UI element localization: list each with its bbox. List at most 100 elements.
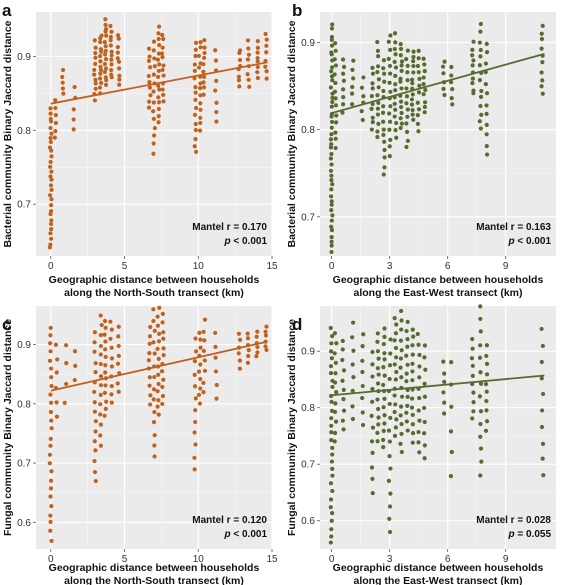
data-point — [214, 119, 219, 124]
data-point — [329, 187, 334, 192]
data-point — [539, 36, 545, 42]
data-point — [98, 71, 103, 76]
data-point — [411, 58, 416, 64]
data-point — [387, 401, 392, 407]
data-point — [441, 71, 446, 76]
data-point — [422, 381, 427, 386]
data-point — [477, 40, 482, 45]
data-point — [109, 29, 114, 34]
data-point — [340, 338, 345, 344]
data-point — [388, 351, 393, 356]
data-point — [71, 107, 76, 112]
data-point — [330, 78, 335, 83]
data-point — [255, 55, 260, 61]
data-point — [109, 72, 114, 77]
data-point — [405, 403, 410, 408]
p-symbol: p — [223, 529, 230, 540]
data-point — [375, 331, 380, 336]
data-point — [330, 445, 335, 450]
data-point — [388, 33, 393, 38]
data-point — [416, 48, 421, 53]
data-point — [375, 129, 380, 134]
data-point — [404, 410, 409, 415]
data-point — [48, 164, 53, 169]
data-point — [387, 376, 392, 382]
data-point — [380, 110, 386, 115]
data-point — [147, 334, 153, 339]
data-point — [214, 109, 219, 115]
data-point — [333, 80, 338, 86]
data-point — [192, 467, 197, 472]
data-point — [97, 76, 103, 81]
data-point — [375, 439, 380, 444]
data-point — [264, 50, 269, 55]
data-point — [160, 32, 165, 38]
data-point — [350, 416, 356, 422]
data-point — [333, 48, 338, 53]
data-point — [329, 527, 334, 532]
data-point — [388, 137, 393, 142]
data-point — [329, 218, 334, 223]
data-point — [202, 74, 207, 79]
data-point — [198, 93, 203, 98]
data-point — [405, 336, 410, 342]
data-point — [329, 416, 334, 421]
data-point — [47, 193, 53, 198]
data-point — [483, 428, 489, 433]
mantel-r-label: Mantel r = 0.120 — [192, 515, 267, 526]
data-point — [92, 400, 97, 405]
data-point — [449, 73, 454, 78]
data-point — [330, 99, 335, 105]
data-point — [264, 347, 269, 353]
data-point — [350, 67, 355, 72]
data-point — [392, 338, 397, 343]
data-point — [392, 101, 397, 106]
data-point — [48, 203, 54, 208]
data-point — [156, 120, 161, 125]
data-point — [329, 227, 335, 233]
x-axis-title-line-1: Geographic distance between households — [333, 562, 544, 574]
data-point — [329, 199, 334, 204]
data-point — [213, 344, 218, 349]
p-value-label: p < 0.001 — [223, 529, 267, 540]
data-point — [375, 106, 381, 111]
data-point — [329, 177, 334, 183]
data-point — [72, 84, 77, 90]
data-point — [161, 99, 166, 104]
data-point — [97, 85, 103, 90]
data-point — [48, 111, 53, 116]
data-point — [48, 183, 54, 188]
data-point — [421, 56, 426, 61]
data-point — [104, 399, 109, 404]
data-point — [49, 426, 54, 431]
data-point — [151, 116, 156, 122]
data-point — [151, 141, 156, 146]
data-point — [422, 69, 427, 74]
data-point — [156, 51, 162, 56]
data-point — [328, 137, 334, 142]
data-point — [202, 50, 207, 56]
data-point — [92, 409, 98, 414]
data-point — [388, 104, 393, 109]
y-tick-label: 0.6 — [17, 518, 31, 529]
data-point — [192, 112, 198, 117]
data-point — [213, 355, 218, 360]
data-point — [157, 87, 162, 92]
data-point — [98, 412, 103, 417]
data-point — [60, 67, 66, 73]
data-point — [382, 147, 387, 153]
data-point — [102, 40, 107, 45]
data-point — [382, 71, 387, 76]
data-point — [48, 400, 54, 405]
data-point — [52, 135, 57, 140]
data-point — [393, 65, 399, 70]
data-point — [359, 108, 364, 114]
data-point — [329, 399, 334, 404]
data-point — [93, 81, 98, 86]
data-point — [115, 45, 120, 50]
data-point — [48, 325, 53, 330]
data-point — [329, 243, 334, 248]
data-point — [388, 71, 393, 76]
data-point — [116, 59, 122, 64]
data-point — [539, 376, 544, 381]
